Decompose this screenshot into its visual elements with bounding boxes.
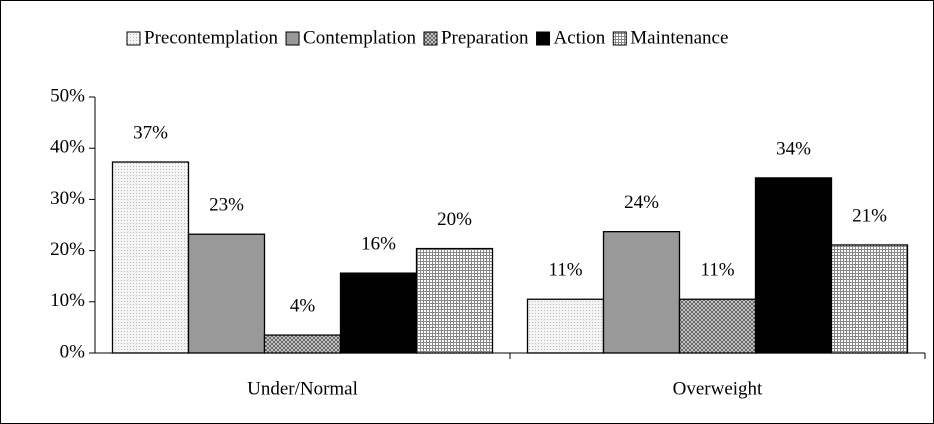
legend-swatch (285, 31, 300, 46)
data-label: 24% (624, 192, 659, 213)
legend-swatch (536, 31, 551, 46)
y-tick-label: 20% (50, 239, 85, 260)
legend-label: Action (554, 27, 606, 48)
bar (187, 233, 266, 354)
x-tick-label: Under/Normal (247, 378, 358, 399)
bar (830, 244, 909, 354)
data-label: 23% (209, 195, 244, 216)
x-tick-label: Overweight (673, 378, 763, 399)
legend-swatch (612, 31, 627, 46)
y-tick-label: 10% (50, 290, 85, 311)
bar (415, 247, 494, 354)
legend-label: Precontemplation (144, 27, 279, 48)
y-tick-label: 40% (50, 137, 85, 158)
y-tick-label: 0% (60, 341, 86, 362)
y-tick-label: 50% (50, 85, 85, 106)
legend-label: Preparation (441, 27, 529, 48)
y-tick-label: 30% (50, 188, 85, 209)
legend-label: Maintenance (630, 27, 728, 48)
data-label: 11% (700, 260, 734, 281)
bar (678, 298, 757, 354)
legend-swatch (126, 31, 141, 46)
legend-label: Contemplation (303, 27, 416, 48)
legend-swatch (423, 31, 438, 46)
bar (602, 231, 681, 354)
bar (263, 334, 342, 354)
data-label: 34% (776, 138, 811, 159)
bar (754, 177, 833, 354)
bar (339, 272, 418, 354)
data-label: 11% (548, 260, 582, 281)
data-label: 37% (133, 122, 168, 143)
data-label: 4% (290, 295, 316, 316)
data-label: 20% (437, 209, 472, 230)
bar (526, 298, 605, 354)
bar (111, 161, 190, 354)
data-label: 21% (852, 205, 887, 226)
data-label: 16% (361, 233, 396, 254)
